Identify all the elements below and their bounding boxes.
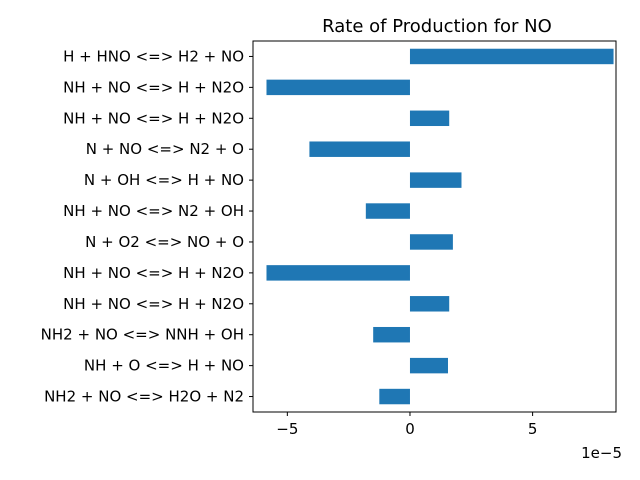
bar-3: [409, 110, 450, 127]
y-tick-label-1: H + HNO <=> H2 + NO: [63, 47, 244, 65]
bar-8: [266, 265, 410, 281]
x-tick-label-1: −5: [276, 420, 298, 438]
y-axis-ticks: H + HNO <=> H2 + NO NH + NO <=> H + N2O NH…: [41, 47, 253, 406]
bar-7: [409, 234, 453, 250]
plot-frame: [252, 40, 617, 413]
y-tick-label-7: N + O2 <=> NO + O: [85, 233, 244, 251]
bar-5: [409, 172, 462, 188]
bars-group: [266, 48, 614, 405]
y-tick-label-3: NH + NO <=> H + N2O: [63, 109, 244, 127]
y-tick-label-12: NH2 + NO <=> H2O + N2: [44, 388, 244, 406]
y-tick-label-2: NH + NO <=> H + N2O: [63, 78, 244, 96]
y-tick-label-8: NH + NO <=> H + N2O: [63, 264, 244, 282]
y-tick-label-6: NH + NO <=> N2 + OH: [63, 202, 244, 220]
bar-10: [373, 326, 410, 343]
bar-9: [409, 296, 450, 312]
bar-1: [409, 48, 614, 65]
x-tick-label-3: 5: [528, 420, 538, 438]
y-tick-label-11: NH + O <=> H + NO: [84, 357, 244, 375]
x-axis-ticks: −5 0 5: [276, 412, 537, 438]
chart-title: Rate of Production for NO: [322, 16, 552, 37]
axis-offset-label: 1e−5: [581, 444, 622, 462]
y-tick-label-10: NH2 + NO <=> NNH + OH: [41, 326, 244, 344]
bar-4: [309, 141, 410, 157]
y-tick-label-9: NH + NO <=> H + N2O: [63, 295, 244, 313]
bar-12: [379, 388, 410, 405]
bar-11: [409, 357, 448, 374]
y-tick-label-4: N + NO <=> N2 + O: [86, 140, 244, 158]
y-tick-label-5: N + OH <=> H + NO: [84, 171, 244, 189]
bar-6: [365, 203, 410, 219]
x-tick-label-2: 0: [405, 420, 415, 438]
bar-2: [266, 79, 410, 96]
